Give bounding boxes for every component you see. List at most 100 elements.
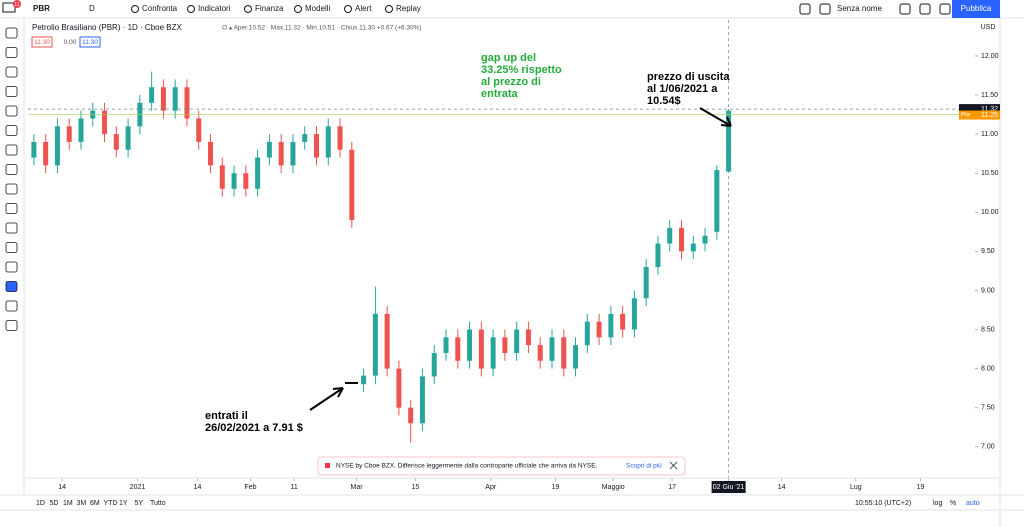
tool-icon[interactable]	[5, 47, 18, 58]
candle-body	[396, 368, 402, 408]
notice	[317, 456, 686, 476]
candle-body	[196, 118, 202, 142]
toolbar-button[interactable]: Replay	[396, 4, 421, 13]
candle-body	[160, 87, 166, 111]
tool-icon[interactable]	[5, 320, 18, 331]
toolbar-button[interactable]: Modelli	[305, 4, 331, 13]
toolbar-icon[interactable]	[244, 5, 252, 13]
candle-body	[337, 126, 343, 150]
candle-body	[608, 313, 614, 338]
tool-icon[interactable]	[5, 281, 18, 292]
candle-body	[537, 345, 543, 361]
toolbar-icon[interactable]	[294, 5, 302, 13]
tool-icon[interactable]	[5, 183, 18, 195]
notice-close[interactable]	[669, 461, 678, 470]
badge	[13, 0, 21, 8]
annotation: prezzo di uscita	[647, 71, 730, 83]
tool-icon[interactable]	[5, 222, 18, 234]
interval[interactable]: D	[89, 4, 95, 13]
toolbar-icon[interactable]	[187, 5, 195, 13]
candle-body	[313, 134, 319, 158]
notice-icon	[325, 463, 330, 468]
annotation: 26/02/2021 a 7.91 $	[205, 422, 303, 434]
tool-icon[interactable]	[5, 203, 18, 214]
toolbar-icon[interactable]	[939, 3, 951, 15]
x-tick-label: 19	[552, 484, 560, 491]
candle-body	[372, 313, 378, 376]
toolbar-icon[interactable]	[819, 3, 831, 15]
range-button[interactable]: 1M	[63, 500, 73, 507]
range-button[interactable]: YTD	[104, 500, 118, 507]
candle-body	[502, 337, 508, 353]
candle-body	[702, 235, 708, 244]
notice-text: NYSE by Cboe BZX. Differisce leggermente…	[336, 463, 598, 470]
tool-icon[interactable]	[5, 300, 18, 312]
clock: 10:55:10 (UTC+2)	[855, 500, 911, 507]
toolbar-button[interactable]: Indicatori	[198, 4, 231, 13]
toolbar-icon[interactable]	[385, 5, 393, 13]
range-button[interactable]: Tutto	[150, 500, 166, 507]
candle-body	[184, 87, 190, 119]
legend-title: Petrolio Brasiliano (PBR) · 1D · Cboe BZ…	[32, 23, 182, 32]
candle-body	[302, 134, 308, 142]
toolbar-icon[interactable]	[799, 3, 811, 15]
date-tag	[711, 481, 746, 493]
toolbar-icon[interactable]	[899, 3, 911, 15]
y-tick-label: 9.00	[981, 287, 995, 294]
toolbar-icon[interactable]	[344, 5, 352, 13]
y-tick-label: 7.50	[981, 405, 995, 412]
annotation: 10.54$	[647, 95, 681, 107]
tool-icon[interactable]	[5, 242, 18, 253]
symbol[interactable]: PBR	[33, 4, 50, 13]
y-tick-label: 10.00	[981, 209, 999, 216]
toolbar-icon[interactable]	[131, 5, 139, 13]
top-bar	[0, 0, 1024, 18]
y-tick-label: 8.50	[981, 326, 995, 333]
drawing-toolbar	[5, 27, 18, 331]
range-button[interactable]: 3M	[77, 500, 87, 507]
range-button[interactable]: 1D	[36, 500, 45, 507]
candle-body	[620, 313, 626, 330]
scale-button[interactable]: %	[950, 500, 956, 507]
tool-icon[interactable]	[5, 66, 18, 78]
badge-count: 11	[14, 2, 19, 8]
candle-body	[113, 134, 119, 150]
candle-body	[561, 337, 567, 369]
scale-button[interactable]: log	[933, 500, 942, 507]
toolbar-icon[interactable]	[919, 3, 931, 15]
tool-icon[interactable]	[5, 105, 18, 117]
toolbar-button[interactable]: Finanza	[255, 4, 284, 13]
publish-button[interactable]	[952, 0, 1000, 18]
x-tick-label: Lug	[850, 484, 862, 491]
range-button[interactable]: 1Y	[119, 500, 128, 507]
annotation: entrata	[481, 88, 519, 100]
tool-icon[interactable]	[5, 125, 18, 136]
tool-icon[interactable]	[5, 164, 18, 175]
tool-icon[interactable]	[5, 261, 18, 273]
range-button[interactable]: 5D	[50, 500, 59, 507]
candle-body	[643, 266, 649, 299]
scale-button[interactable]: auto	[966, 500, 980, 507]
candle-body	[573, 345, 579, 369]
menu-icon[interactable]	[2, 2, 16, 13]
x-tick-label: 17	[668, 484, 676, 491]
tool-icon[interactable]	[5, 27, 18, 39]
tool-icon[interactable]	[5, 86, 18, 97]
x-tick-label: 15	[411, 484, 419, 491]
toolbar-button[interactable]: Alert	[355, 4, 372, 13]
notice-link[interactable]: Scopri di più	[626, 463, 662, 470]
x-tick-label: 14	[194, 484, 202, 491]
range-button[interactable]: 5Y	[135, 500, 144, 507]
last-price-label: 11.32	[981, 106, 998, 113]
candle-body	[478, 329, 484, 369]
x-tick-label: 14	[58, 484, 66, 491]
candle-body	[419, 376, 425, 424]
candle-body	[149, 87, 155, 103]
x-tick-label: Apr	[485, 484, 497, 491]
toolbar-button[interactable]: Confronta	[142, 4, 178, 13]
candle-body	[325, 126, 331, 158]
layout-name[interactable]: Senza nome	[837, 4, 882, 13]
range-button[interactable]: 6M	[90, 500, 100, 507]
tool-icon[interactable]	[5, 144, 18, 156]
publish-label[interactable]: Pubblica	[961, 4, 992, 13]
